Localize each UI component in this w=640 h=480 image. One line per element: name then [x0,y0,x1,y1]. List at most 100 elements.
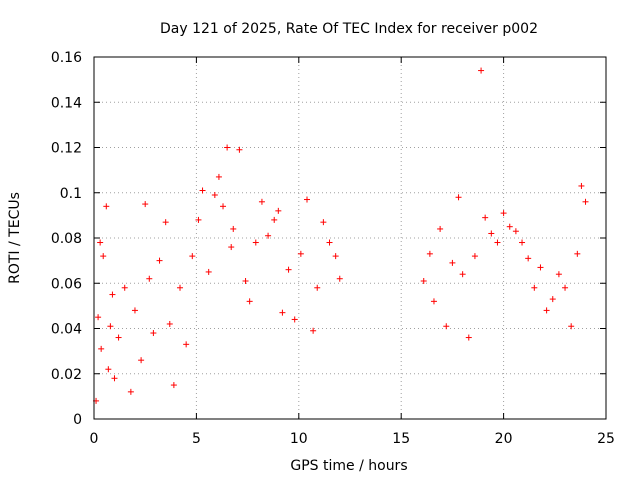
data-point [285,266,292,273]
data-point [258,198,265,205]
data-point [111,375,118,382]
y-axis-label: ROTI / TECUs [7,192,23,284]
data-point [224,144,231,151]
x-tick-label: 25 [597,431,615,447]
data-point [531,284,538,291]
data-point [562,284,569,291]
data-point [314,284,321,291]
data-point [482,214,489,221]
data-point [146,275,153,282]
data-point [199,187,206,194]
data-point [150,330,157,337]
data-point [291,316,298,323]
data-point [578,182,585,189]
data-point [512,228,519,235]
data-point [131,307,138,314]
data-point [103,203,110,210]
data-point [336,275,343,282]
data-point [170,382,177,389]
data-point [189,253,196,260]
y-tick-label: 0.14 [51,95,82,111]
data-point [107,323,114,330]
data-point [506,223,513,230]
data-point [177,284,184,291]
x-axis-label: GPS time / hours [290,458,407,474]
data-point [279,309,286,316]
data-point [459,271,466,278]
data-point [127,388,134,395]
data-point [320,219,327,226]
data-point [568,323,575,330]
y-tick-label: 0.02 [51,367,82,383]
data-point [537,264,544,271]
data-point [488,230,495,237]
data-point [166,320,173,327]
data-point [265,232,272,239]
data-point [271,216,278,223]
x-tick-label: 15 [392,431,410,447]
x-tick-labels: 0 5 10 15 20 25 [90,431,615,447]
data-point [525,255,532,262]
data-point [105,366,112,373]
x-tick-label: 20 [495,431,513,447]
x-tick-label: 10 [290,431,308,447]
data-point [543,307,550,314]
y-tick-label: 0.16 [51,50,82,66]
data-point [138,357,145,364]
data-point [162,219,169,226]
data-point [455,194,462,201]
data-point [297,250,304,257]
x-tick-label: 5 [192,431,201,447]
data-point [228,244,235,251]
data-point [121,284,128,291]
y-tick-label: 0.08 [51,231,82,247]
data-point [242,277,249,284]
data-point [500,210,507,217]
data-point [310,327,317,334]
y-tick-label: 0.06 [51,276,82,292]
data-point [156,257,163,264]
data-point [519,239,526,246]
data-point [115,334,122,341]
data-point [471,253,478,260]
tick-layer [93,56,607,420]
data-point [95,314,102,321]
data-point [443,323,450,330]
data-point [465,334,472,341]
data-point [275,207,282,214]
data-point [326,239,333,246]
y-tick-labels: 0 0.02 0.04 0.06 0.08 0.1 0.12 0.14 0.16 [51,50,82,428]
grid-layer [94,57,606,419]
data-point [100,253,107,260]
data-point [426,250,433,257]
data-point [109,291,116,298]
y-tick-label: 0 [73,412,82,428]
data-point [449,259,456,266]
data-point [230,225,237,232]
data-point [478,67,485,74]
data-point [303,196,310,203]
data-point [195,216,202,223]
x-tick-label: 0 [90,431,99,447]
data-point [205,268,212,275]
data-point [211,192,218,199]
data-point [252,239,259,246]
y-tick-label: 0.1 [60,186,82,202]
data-point [549,296,556,303]
data-point [574,250,581,257]
data-point [555,271,562,278]
data-point [582,198,589,205]
data-point [437,225,444,232]
data-points [93,67,589,404]
y-tick-label: 0.12 [51,141,82,157]
y-tick-label: 0.04 [51,322,82,338]
data-point [183,341,190,348]
data-point [220,203,227,210]
data-point [332,253,339,260]
data-point [97,239,104,246]
data-point [142,201,149,208]
data-point [98,345,105,352]
chart-title: Day 121 of 2025, Rate Of TEC Index for r… [160,21,538,37]
data-point [246,298,253,305]
